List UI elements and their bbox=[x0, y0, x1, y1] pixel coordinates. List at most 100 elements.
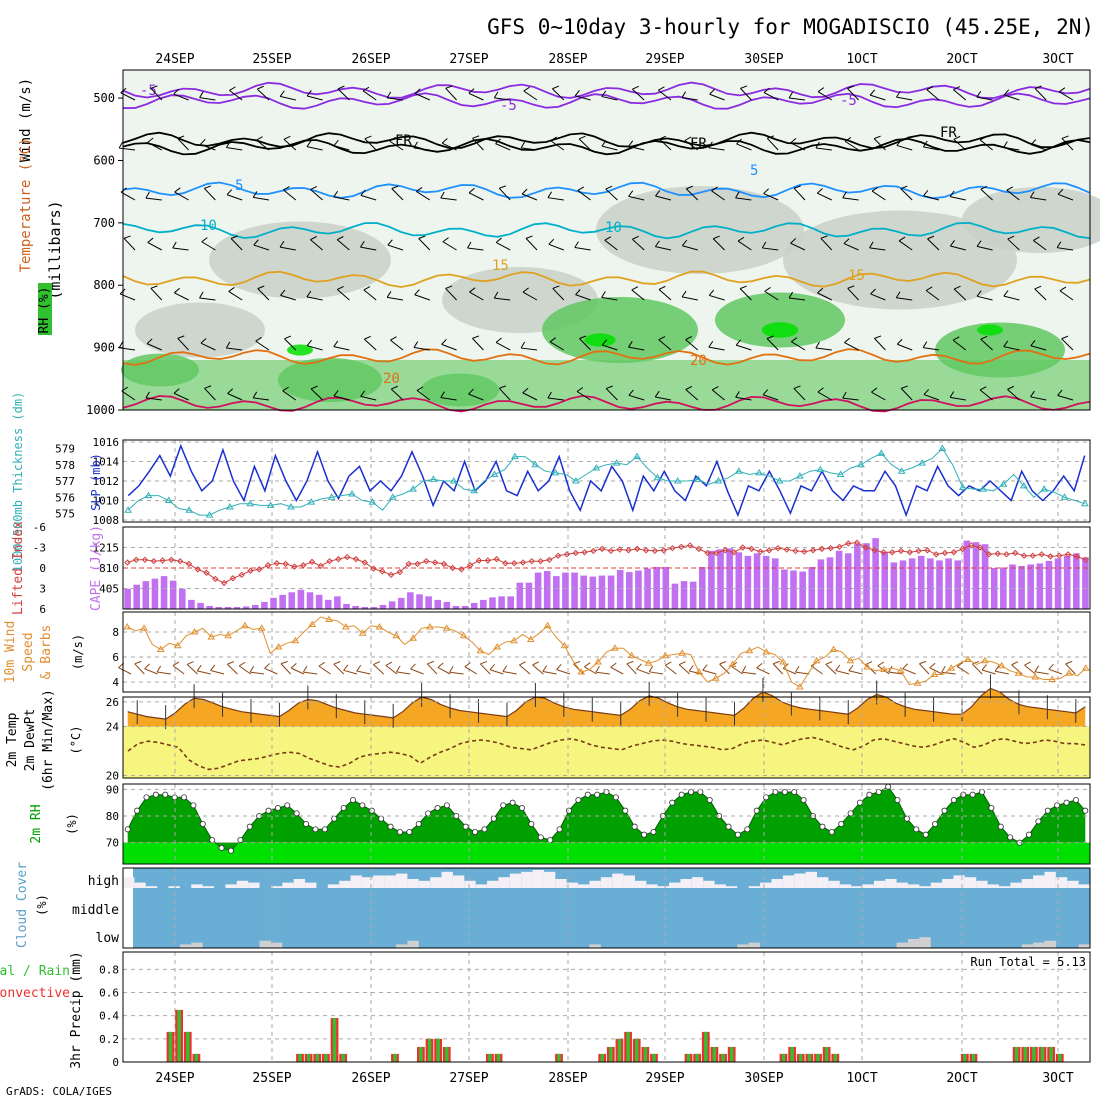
wind-barb-feather bbox=[952, 336, 960, 341]
thickness-label: 1000-500mb Thickness (dm) bbox=[11, 392, 25, 573]
li-marker bbox=[590, 547, 597, 555]
precip-convective-bar bbox=[807, 1053, 812, 1062]
wind-barb bbox=[762, 394, 779, 401]
wind-barb-feather bbox=[1029, 191, 1035, 198]
wind-barb-feather bbox=[684, 136, 692, 141]
wind-barb-feather bbox=[1058, 87, 1066, 93]
wind-barb bbox=[575, 294, 591, 301]
wind-barb-feather bbox=[869, 89, 876, 96]
low-cloud-bar bbox=[1044, 940, 1056, 948]
wind-barb bbox=[820, 237, 833, 251]
cape-bar bbox=[689, 581, 697, 609]
thickness-tick-label: 578 bbox=[55, 459, 75, 472]
wind-speed-marker bbox=[896, 666, 905, 674]
wind-barb bbox=[574, 247, 591, 251]
isotherm-label: -5 bbox=[140, 83, 157, 99]
precip-convective-bar bbox=[609, 1046, 613, 1062]
cape-bar bbox=[1027, 564, 1034, 609]
wind-barb bbox=[442, 241, 457, 251]
cape-bar bbox=[361, 606, 369, 609]
wind-speed-marker bbox=[375, 623, 384, 630]
temperature-tick-label: 24 bbox=[106, 720, 120, 733]
high-cloud-bar bbox=[543, 871, 556, 888]
wind-barb-feather bbox=[870, 288, 876, 295]
wind-barb bbox=[550, 140, 565, 151]
high-cloud-bar bbox=[964, 877, 977, 888]
wind-barb-feather bbox=[685, 385, 693, 390]
wind-barb-feather bbox=[437, 662, 444, 668]
li-label: Lifted Index bbox=[11, 521, 26, 615]
li-marker bbox=[510, 560, 518, 567]
wind-barb-feather bbox=[253, 239, 259, 246]
wind-barb-feather bbox=[825, 661, 833, 665]
temperature-panel: 20 24 26 2m Temp 2m DewPt (6hr Min/Max) (°C) bbox=[5, 674, 1091, 791]
cape-bar bbox=[872, 538, 879, 609]
high-cloud-bar bbox=[532, 870, 544, 888]
li-marker bbox=[994, 550, 1001, 557]
wind-barb-feather bbox=[306, 140, 312, 147]
rh-region bbox=[715, 292, 845, 348]
precip-convective-bar bbox=[816, 1053, 820, 1062]
wind-barb bbox=[445, 288, 457, 301]
cape-bar bbox=[1082, 557, 1089, 609]
wind-barb bbox=[979, 389, 993, 401]
rh-marker bbox=[903, 815, 910, 822]
wind-barb-feather bbox=[895, 291, 901, 298]
li-marker bbox=[168, 556, 175, 564]
wind-barb bbox=[440, 397, 457, 401]
wind-barb-feather bbox=[793, 385, 801, 389]
high-cloud-bar bbox=[145, 886, 158, 888]
wind-barb-feather bbox=[363, 286, 371, 291]
wind-barb-feather bbox=[1057, 389, 1063, 396]
isotherm-label: 20 bbox=[690, 353, 707, 369]
precip-convective-bar bbox=[686, 1053, 691, 1062]
li-marker bbox=[335, 555, 342, 563]
wind-barb bbox=[1057, 247, 1074, 251]
precip-convective-bar bbox=[1023, 1046, 1027, 1062]
wind-barb-feather bbox=[576, 387, 584, 392]
wind-barb-feather bbox=[628, 341, 633, 348]
wind-barb-feather bbox=[658, 285, 666, 290]
wind-barb-feather bbox=[252, 191, 258, 198]
li-marker bbox=[484, 557, 492, 564]
cape-bar bbox=[936, 560, 943, 609]
wind-barb bbox=[494, 297, 511, 301]
wind-barb bbox=[817, 91, 833, 101]
cape-bar bbox=[124, 588, 131, 609]
wind-barb-feather bbox=[1061, 135, 1069, 139]
wind-barb-feather bbox=[817, 287, 824, 294]
wind-barb-feather bbox=[144, 663, 150, 670]
cape-bar bbox=[726, 548, 733, 609]
high-cloud-bar bbox=[396, 873, 408, 888]
cape-panel: 405 810 1215 -6 -3 0 3 6 Lifted Index CAPE (J/kg) bbox=[11, 521, 1091, 616]
wind-barb-feather bbox=[790, 238, 797, 244]
wind-barb-feather bbox=[204, 185, 212, 189]
wind-barb bbox=[360, 395, 377, 401]
wind-barb-feather bbox=[391, 385, 398, 390]
rh-marker bbox=[875, 789, 882, 796]
wind-barb-feather bbox=[552, 85, 560, 90]
wind-barb bbox=[333, 395, 350, 401]
li-marker bbox=[1073, 553, 1081, 560]
wind-barb bbox=[333, 196, 350, 201]
wind-speed-marker bbox=[341, 623, 350, 630]
thickness-marker bbox=[144, 491, 153, 499]
wind-barb bbox=[437, 667, 451, 675]
rh-marker bbox=[284, 802, 291, 809]
thickness-marker bbox=[775, 477, 784, 484]
wind-speed-marker bbox=[594, 658, 602, 665]
wind-barb bbox=[333, 145, 350, 151]
isotherm-label: FR bbox=[940, 125, 957, 141]
wind-barb-feather bbox=[493, 91, 499, 99]
thickness-tick-label: 575 bbox=[55, 508, 75, 521]
wind-barb bbox=[186, 664, 198, 675]
li-marker bbox=[563, 551, 571, 558]
wind-barb-feather bbox=[601, 291, 606, 298]
wind-barb bbox=[177, 138, 189, 151]
precip-convective-bar bbox=[436, 1038, 440, 1062]
rh-region bbox=[962, 187, 1100, 253]
cape-bar bbox=[388, 601, 396, 609]
wind-barb-feather bbox=[1056, 241, 1062, 248]
wind-speed-marker bbox=[308, 620, 317, 627]
wind-barb bbox=[1034, 88, 1047, 101]
